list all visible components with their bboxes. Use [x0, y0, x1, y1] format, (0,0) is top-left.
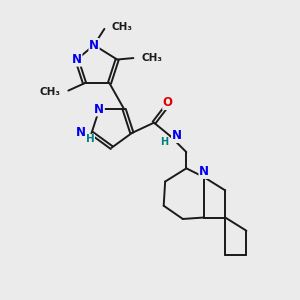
Text: CH₃: CH₃ — [39, 87, 60, 97]
Text: N: N — [89, 39, 99, 52]
Text: N: N — [172, 129, 182, 142]
Text: N: N — [72, 53, 82, 66]
Text: CH₃: CH₃ — [142, 53, 163, 63]
Text: N: N — [94, 103, 104, 116]
Text: H: H — [86, 134, 94, 145]
Text: CH₃: CH₃ — [112, 22, 133, 32]
Text: O: O — [163, 97, 173, 110]
Text: H: H — [160, 137, 168, 147]
Text: N: N — [76, 127, 86, 140]
Text: N: N — [199, 165, 209, 178]
